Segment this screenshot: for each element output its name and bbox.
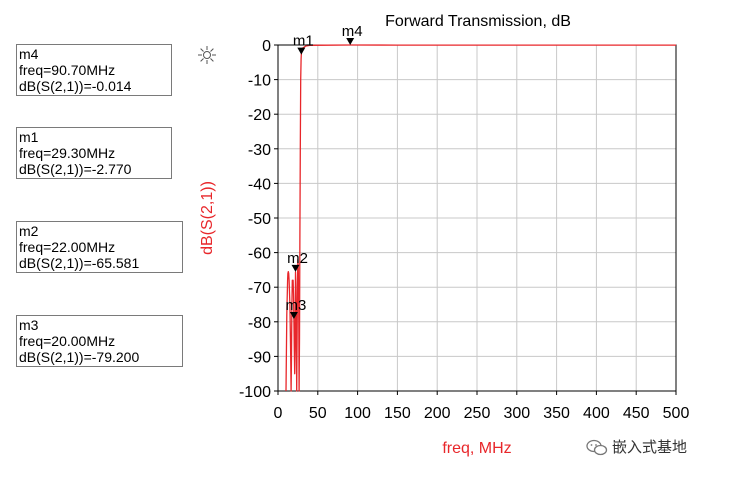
series-line xyxy=(285,44,676,392)
marker-value: dB(S(2,1))=-79.200 xyxy=(19,349,140,365)
marker-m4[interactable]: m4 xyxy=(342,23,363,46)
marker-id: m2 xyxy=(19,223,39,239)
y-tick-label: -90 xyxy=(248,349,271,366)
y-tick-label: -80 xyxy=(248,315,271,332)
marker-freq: freq=20.00MHz xyxy=(19,333,116,349)
cursor-icon[interactable] xyxy=(198,46,216,64)
x-tick-label: 0 xyxy=(274,405,283,422)
marker-id: m3 xyxy=(19,317,39,333)
x-axis: 0 50 100 150 200 250 300 350 400 450 500 xyxy=(274,391,690,422)
watermark-text: 嵌入式基地 xyxy=(612,438,688,456)
y-axis: 0 -10 -20 -30 -40 -50 -60 -70 -80 -90 -100 xyxy=(239,38,278,401)
y-tick-label: -20 xyxy=(248,107,271,124)
y-tick-label: -10 xyxy=(248,73,271,90)
grid xyxy=(278,45,676,391)
marker-m2[interactable]: m2 xyxy=(287,250,308,272)
y-tick-label: 0 xyxy=(262,38,271,55)
y-axis-label: dB(S(2,1)) xyxy=(199,181,216,255)
marker-m3[interactable]: m3 xyxy=(285,297,306,320)
y-tick-label: -100 xyxy=(239,384,271,401)
x-tick-label: 50 xyxy=(309,405,327,422)
marker-triangle xyxy=(289,312,298,320)
marker-id: m4 xyxy=(19,46,39,62)
marker-m1[interactable]: m1 xyxy=(293,33,314,55)
marker-readout-m1[interactable]: m1 freq=29.30MHz dB(S(2,1))=-2.770 xyxy=(16,127,172,179)
marker-label: m1 xyxy=(293,33,314,50)
marker-freq: freq=29.30MHz xyxy=(19,145,116,161)
marker-value: dB(S(2,1))=-2.770 xyxy=(19,161,132,177)
x-tick-label: 150 xyxy=(384,405,411,422)
y-tick-label: -70 xyxy=(248,280,271,297)
y-tick-label: -30 xyxy=(248,142,271,159)
y-tick-label: -50 xyxy=(248,211,271,228)
marker-readout-m4[interactable]: m4 freq=90.70MHz dB(S(2,1))=-0.014 xyxy=(16,44,172,96)
y-tick-label: -60 xyxy=(248,246,271,263)
y-tick-label: -40 xyxy=(248,176,271,193)
x-tick-label: 500 xyxy=(663,405,690,422)
x-axis-label: freq, MHz xyxy=(442,440,511,457)
marker-label: m3 xyxy=(285,297,306,314)
marker-triangle xyxy=(297,47,306,55)
marker-triangle xyxy=(291,264,300,272)
marker-readout-m2[interactable]: m2 freq=22.00MHz dB(S(2,1))=-65.581 xyxy=(16,221,183,273)
watermark: 嵌入式基地 xyxy=(586,436,687,457)
x-tick-label: 450 xyxy=(623,405,650,422)
marker-freq: freq=22.00MHz xyxy=(19,239,116,255)
wechat-icon xyxy=(586,439,608,455)
x-tick-label: 200 xyxy=(424,405,451,422)
marker-id: m1 xyxy=(19,129,39,145)
chart-title: Forward Transmission, dB xyxy=(385,13,571,30)
x-tick-label: 100 xyxy=(344,405,371,422)
series-layer xyxy=(285,44,676,392)
marker-triangle xyxy=(346,38,355,46)
marker-value: dB(S(2,1))=-0.014 xyxy=(19,78,132,94)
marker-value: dB(S(2,1))=-65.581 xyxy=(19,255,140,271)
marker-layer: m4 m1 m2 m3 xyxy=(285,23,363,320)
marker-readout-m3[interactable]: m3 freq=20.00MHz dB(S(2,1))=-79.200 xyxy=(16,315,183,367)
x-tick-label: 250 xyxy=(464,405,491,422)
marker-label: m2 xyxy=(287,250,308,267)
marker-freq: freq=90.70MHz xyxy=(19,62,116,78)
x-tick-label: 400 xyxy=(583,405,610,422)
x-tick-label: 350 xyxy=(543,405,570,422)
x-tick-label: 300 xyxy=(503,405,530,422)
marker-label: m4 xyxy=(342,23,363,40)
